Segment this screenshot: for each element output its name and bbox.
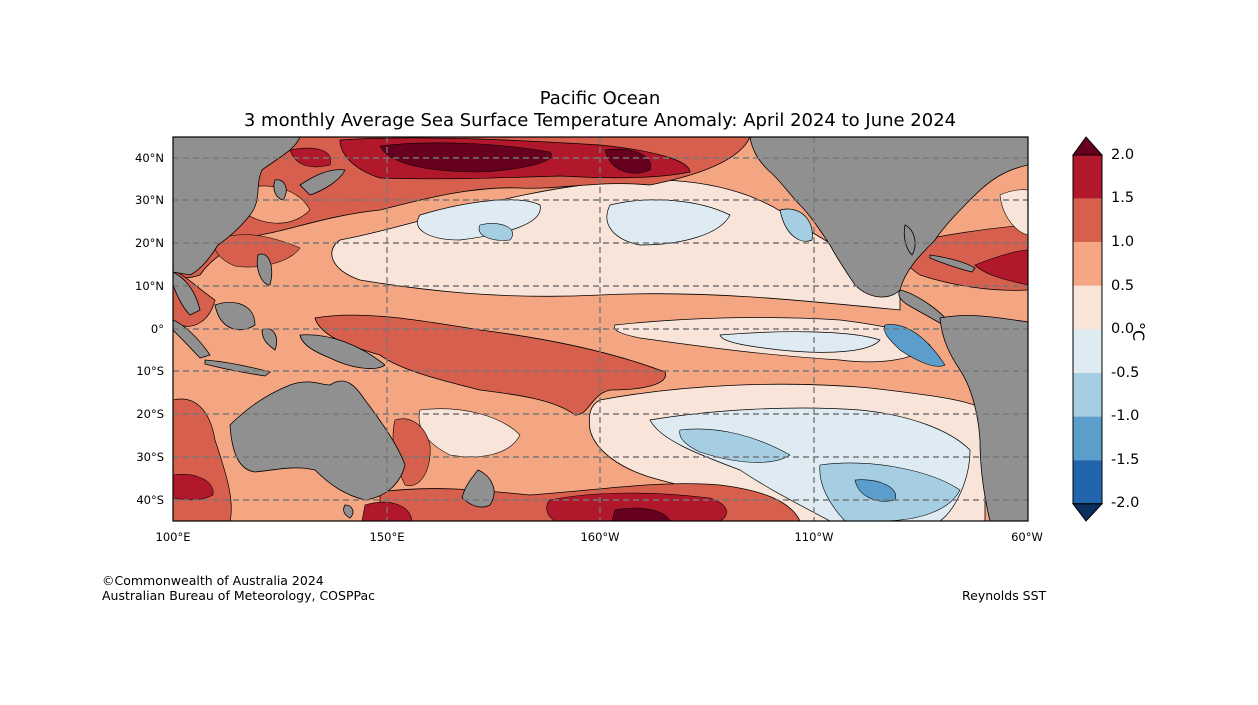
lat-label-20N: 20°N [135,236,164,250]
lat-label-40N: 40°N [135,151,164,165]
colorbar-tick-neg0.5: -0.5 [1111,365,1140,381]
colorbar-0-0.5 [1073,285,1102,330]
lat-label-30N: 30°N [135,193,164,207]
lat-label-40S: 40°S [136,493,164,507]
land-new-guinea [299,334,386,369]
lon-label-160W: 160°W [580,530,620,544]
colorbar-neg1.5-neg1 [1073,416,1102,461]
land-sulawesi [261,328,277,351]
anomaly-cool-atlantic [999,189,1028,236]
anomaly-above-2-south [611,507,671,521]
colorbar-tick-1.5: 1.5 [1111,190,1135,206]
land-cuba [929,254,976,273]
colorbar-tick-neg1.5: -1.5 [1111,452,1140,468]
anomaly-above-2-north-2 [604,148,651,174]
anomaly-cool-peru [884,324,946,367]
colorbar-extend-above-2 [1072,136,1104,156]
land-australia [229,380,406,501]
land-south-america [939,315,1028,521]
lat-label-0: 0° [150,322,164,336]
colorbar-neg0.5-0 [1073,329,1102,373]
colorbar [1071,136,1104,522]
organisation-text: Australian Bureau of Meteorology, COSPPa… [102,588,375,603]
land-masses [173,137,1028,521]
lat-label-10N: 10°N [135,279,164,293]
colorbar-neg2-neg1.5 [1073,460,1102,504]
colorbar-1.5-2 [1073,155,1102,199]
lon-label-60W: 60°W [1011,530,1043,544]
chart-subtitle: 3 monthly Average Sea Surface Temperatur… [243,110,957,131]
colorbar-0.5-1 [1073,242,1102,286]
land-new-zealand [461,469,495,508]
land-japan [299,169,346,196]
lon-label-150E: 150°E [369,530,405,544]
data-source-text: Reynolds SST [962,588,1047,603]
colorbar-tick-1.0: 1.0 [1111,234,1135,250]
anomaly-1.5-2-south [546,492,727,521]
colorbar-frame [1072,154,1103,505]
colorbar-1-1.5 [1073,198,1102,243]
chart-title: Pacific Ocean [539,88,661,109]
land-asia [173,137,301,276]
anomaly-1.5-2-kuroshio [289,147,332,168]
colorbar-tick-neg2.0: -2.0 [1111,495,1140,511]
land-sumatra [173,319,211,359]
anomaly-cool-californian [779,208,813,242]
anomaly-1-1.5-equatorial [314,314,666,416]
land-borneo [214,301,256,331]
colorbar-neg1-neg0.5 [1073,373,1102,417]
lat-label-10S: 10°S [136,364,164,378]
colorbar-unit-label: °C [1129,322,1148,342]
lat-label-30S: 30°S [136,450,164,464]
map-frame [172,136,1029,522]
anomaly-1.5-2-indian-sw [173,474,214,501]
colorbar-extend-below-neg2 [1071,503,1104,522]
lon-label-100E: 100°E [155,530,191,544]
land-java [204,359,271,377]
graticule [173,137,1028,521]
land-florida [903,224,916,256]
lon-label-110W: 110°W [794,530,834,544]
land-tasmania [343,504,354,519]
land-north-america [749,137,1028,298]
colorbar-tick-neg1.0: -1.0 [1111,408,1140,424]
lat-label-20S: 20°S [136,407,164,421]
colorbar-tick-0.0: 0.0 [1111,321,1135,337]
land-indochina [173,271,201,316]
anomaly-cool-small [478,223,513,241]
anomaly-cool-south-2 [679,428,791,463]
copyright-text: ©Commonwealth of Australia 2024 [102,573,324,588]
colorbar-tick-0.5: 0.5 [1111,278,1135,294]
anomaly-cool-east-eq [719,331,881,353]
anomaly-1.5-2-atlantic [974,249,1028,286]
colorbar-tick-2.0: 2.0 [1111,147,1135,163]
land-philippines [256,253,273,286]
